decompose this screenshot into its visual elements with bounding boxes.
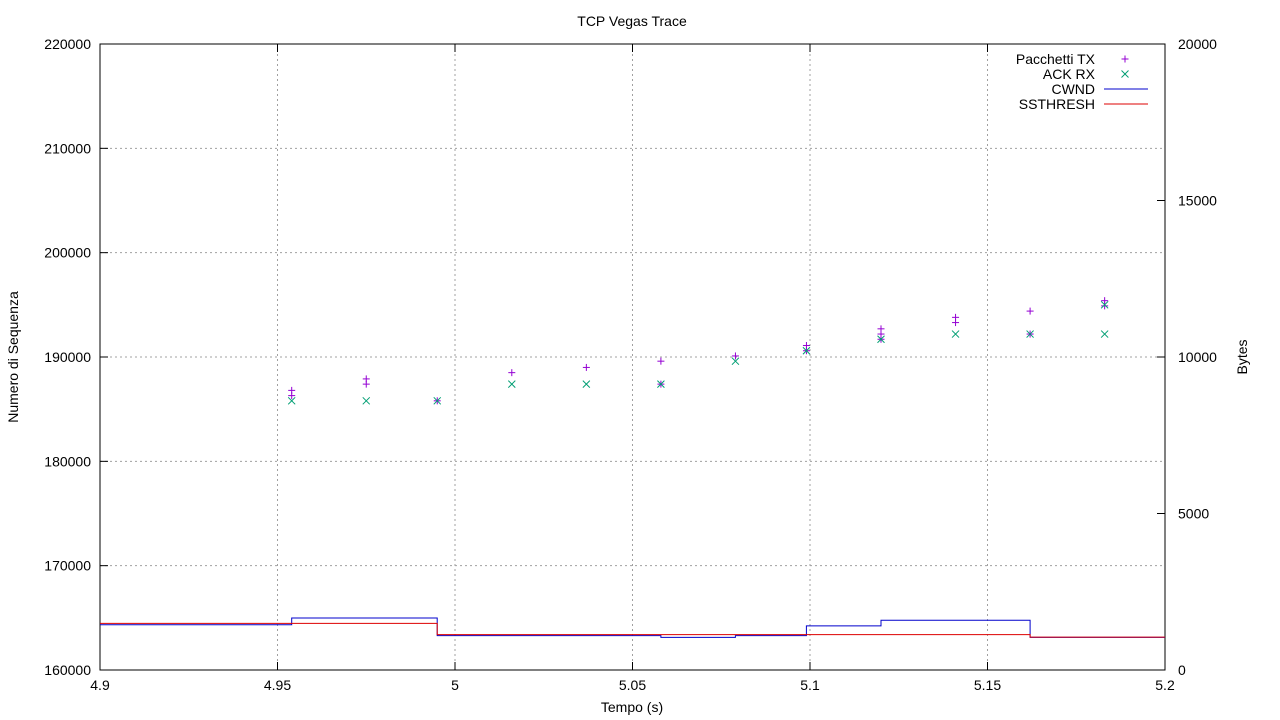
marker-stroke [507, 380, 516, 388]
grid [100, 44, 1165, 670]
ack-rx-point [802, 346, 811, 355]
chart-title: TCP Vegas Trace [577, 13, 687, 29]
marker-stroke [951, 330, 960, 338]
legend-swatch-pacchetti-tx [1121, 55, 1129, 63]
axis-ticks: 4.9 4.95 5 5.05 5.1 5.15 5.2 160000 170000 180000… [44, 36, 1217, 693]
x-tick-label: 5.1 [800, 677, 820, 693]
pacchetti-tx-point [1026, 307, 1034, 315]
legend-label-ack-rx: ACK RX [1043, 66, 1096, 82]
y-tick-label: 160000 [44, 662, 91, 678]
y2-axis-label: Bytes [1234, 339, 1250, 374]
x-tick-label: 5.05 [619, 677, 646, 693]
y2-tick-label: 20000 [1178, 36, 1217, 52]
marker-stroke [877, 335, 885, 344]
y2-tick-label: 10000 [1178, 349, 1217, 365]
legend-label-pacchetti-tx: Pacchetti TX [1016, 51, 1096, 67]
marker-stroke [287, 396, 296, 405]
cwnd-line [100, 617, 1165, 638]
ack-rx-point [582, 380, 591, 388]
y2-tick-label: 0 [1178, 662, 1186, 678]
ack-rx-point [287, 396, 296, 405]
ack-rx-point [1100, 300, 1109, 309]
ack-rx-point [433, 396, 442, 405]
ack-rx-point [731, 357, 740, 366]
y-tick-label: 170000 [44, 558, 91, 574]
marker-stroke [433, 396, 442, 405]
x-axis-label: Tempo (s) [601, 699, 663, 715]
pacchetti-tx-point [731, 352, 739, 360]
ssthresh-line [100, 622, 1165, 638]
series-layer [100, 297, 1165, 638]
pacchetti-tx-point [508, 369, 516, 377]
marker-stroke [362, 396, 371, 405]
marker-stroke [582, 380, 591, 388]
marker-stroke [657, 380, 665, 388]
x-tick-label: 5.15 [974, 677, 1001, 693]
x-tick-label: 4.95 [264, 677, 291, 693]
ack-rx-point [657, 380, 665, 388]
y-tick-label: 200000 [44, 245, 91, 261]
ack-rx-point [951, 330, 960, 338]
ack-rx-point [1026, 330, 1034, 338]
legend-label-ssthresh: SSTHRESH [1019, 96, 1095, 112]
y2-tick-label: 5000 [1178, 506, 1209, 522]
pacchetti-tx-point [362, 375, 370, 383]
marker-stroke [802, 346, 811, 355]
pacchetti-tx-point [657, 357, 665, 365]
pacchetti-tx-point [877, 325, 885, 333]
ack-rx-point [362, 396, 371, 405]
x-tick-label: 4.9 [90, 677, 110, 693]
pacchetti-tx-point [802, 342, 810, 350]
ack-rx-point [877, 335, 885, 344]
legend-swatch-ack-rx [1121, 70, 1129, 78]
y-tick-label: 220000 [44, 36, 91, 52]
marker-stroke [1100, 330, 1109, 338]
marker-stroke [1100, 300, 1109, 309]
y2-tick-label: 15000 [1178, 193, 1217, 209]
y-tick-label: 180000 [44, 453, 91, 469]
marker-stroke [1026, 330, 1034, 338]
x-tick-label: 5 [451, 677, 459, 693]
ack-rx-point [507, 380, 516, 388]
pacchetti-tx-point [952, 313, 960, 321]
pacchetti-tx-point [1101, 297, 1109, 305]
pacchetti-tx-point [582, 363, 590, 371]
pacchetti-tx-point [288, 386, 296, 394]
marker-stroke [1121, 70, 1129, 78]
y-tick-label: 190000 [44, 349, 91, 365]
marker-stroke [731, 357, 740, 366]
ack-rx-point [1100, 330, 1109, 338]
x-tick-label: 5.2 [1155, 677, 1175, 693]
y-axis-label: Numero di Sequenza [5, 291, 21, 423]
y-tick-label: 210000 [44, 140, 91, 156]
legend-label-cwnd: CWND [1051, 81, 1095, 97]
